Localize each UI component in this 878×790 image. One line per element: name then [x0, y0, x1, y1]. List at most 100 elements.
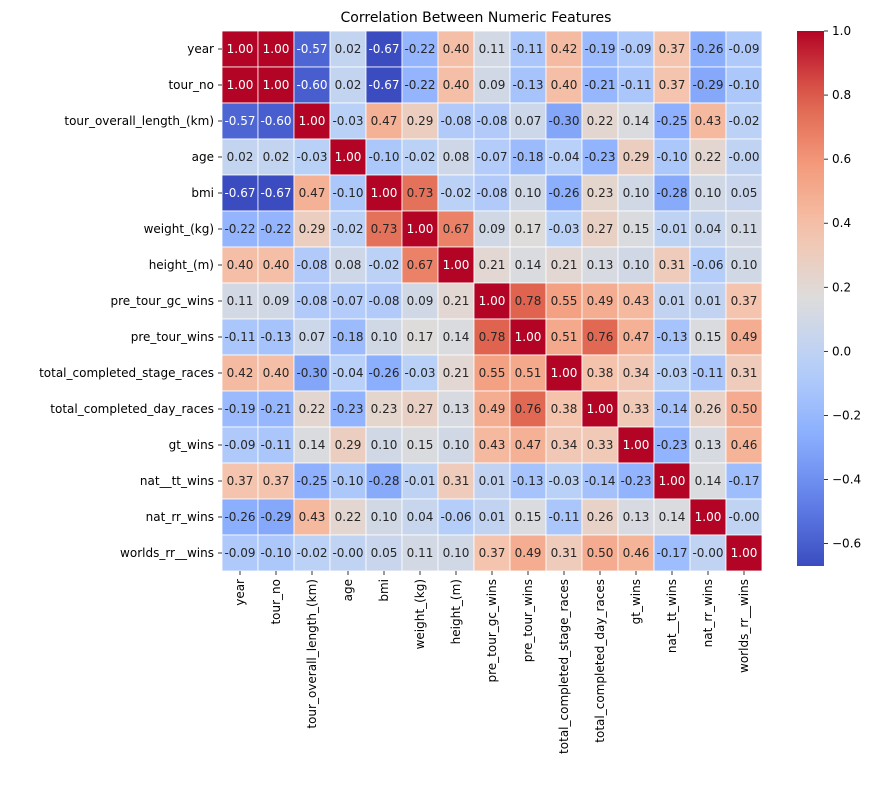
- cell-value-label: -0.26: [548, 186, 579, 200]
- heatmap-cell: [437, 246, 475, 284]
- heatmap-cell: [581, 534, 619, 572]
- cell-value-label: 0.22: [335, 510, 362, 524]
- cell-value-label: 1.00: [227, 42, 254, 56]
- heatmap-cell: [725, 210, 763, 248]
- heatmap-cell: [725, 426, 763, 464]
- cell-value-label: -0.06: [692, 258, 723, 272]
- colorbar-tick-label: 0.2: [832, 280, 851, 294]
- cell-value-label: 0.11: [407, 546, 434, 560]
- cell-value-label: -0.22: [404, 42, 435, 56]
- heatmap-cell: [401, 246, 439, 284]
- cell-value-label: 0.37: [227, 474, 254, 488]
- cell-value-label: 0.40: [227, 258, 254, 272]
- heatmap-cell: [221, 30, 259, 68]
- cell-value-label: -0.67: [224, 186, 255, 200]
- cell-value-label: 0.37: [479, 546, 506, 560]
- chart-title: Correlation Between Numeric Features: [341, 10, 612, 26]
- column-label: total_completed_day_races: [593, 579, 607, 743]
- cell-value-label: 0.09: [407, 294, 434, 308]
- cell-value-label: -0.23: [656, 438, 687, 452]
- cell-value-label: 0.31: [731, 366, 758, 380]
- heatmap-cell: [509, 246, 547, 284]
- cell-value-label: 0.50: [587, 546, 614, 560]
- cell-value-label: -0.26: [368, 366, 399, 380]
- heatmap-cell: [653, 210, 691, 248]
- cell-value-label: 0.02: [335, 78, 362, 92]
- cell-value-label: 0.50: [731, 402, 758, 416]
- cell-value-label: -0.21: [584, 78, 615, 92]
- cell-value-label: 0.22: [299, 402, 326, 416]
- heatmap-cell: [221, 534, 259, 572]
- cell-value-label: 0.37: [731, 294, 758, 308]
- cell-value-label: -0.67: [260, 186, 291, 200]
- heatmap-cell: [437, 318, 475, 356]
- cell-value-label: 0.13: [695, 438, 722, 452]
- row-label: age: [192, 150, 214, 164]
- cell-value-label: -0.18: [332, 330, 363, 344]
- cell-value-label: 1.00: [731, 546, 758, 560]
- cell-value-label: 0.22: [587, 114, 614, 128]
- cell-value-label: -0.22: [404, 78, 435, 92]
- cell-value-label: 0.40: [263, 258, 290, 272]
- cell-value-label: 0.49: [731, 330, 758, 344]
- cell-value-label: 0.67: [407, 258, 434, 272]
- colorbar: −0.6 −0.4 −0.2 0.0 0.2 0.4 0.6 0.8 1.0: [797, 24, 861, 566]
- heatmap-cell: [293, 282, 331, 320]
- colorbar-tick-label: −0.2: [832, 408, 861, 422]
- cell-value-label: -0.02: [728, 114, 759, 128]
- cell-value-label: -0.07: [332, 294, 363, 308]
- cell-value-label: 0.33: [623, 402, 650, 416]
- cell-value-label: -0.30: [296, 366, 327, 380]
- column-label: tour_overall_length_(km): [305, 579, 319, 729]
- cell-value-label: -0.23: [332, 402, 363, 416]
- heatmap-cell: [509, 210, 547, 248]
- heatmap-cell: [293, 138, 331, 176]
- cell-value-label: 0.42: [227, 366, 254, 380]
- cell-value-label: 1.00: [335, 150, 362, 164]
- heatmap-cell: [545, 354, 583, 392]
- cell-value-label: 0.37: [659, 78, 686, 92]
- heatmap-cell: [689, 462, 727, 500]
- cell-value-label: 0.55: [551, 294, 578, 308]
- heatmap-cell: [617, 30, 655, 68]
- heatmap-cell: [401, 174, 439, 212]
- heatmap-cell: [401, 210, 439, 248]
- row-label: worlds_rr__wins: [120, 546, 214, 560]
- cell-value-label: 0.10: [623, 186, 650, 200]
- heatmap-cell: [653, 282, 691, 320]
- heatmap-cell: [257, 498, 295, 536]
- heatmap-cell: [473, 174, 511, 212]
- cell-value-label: 0.47: [299, 186, 326, 200]
- cell-value-label: 0.21: [551, 258, 578, 272]
- cell-value-label: 0.05: [731, 186, 758, 200]
- heatmap-cell: [437, 498, 475, 536]
- heatmap-cell: [617, 174, 655, 212]
- heatmap-cell: [509, 102, 547, 140]
- cell-value-label: 1.00: [263, 42, 290, 56]
- cell-value-label: 1.00: [407, 222, 434, 236]
- heatmap-cell: [473, 30, 511, 68]
- heatmap-cell: [545, 138, 583, 176]
- heatmap-cell: [725, 246, 763, 284]
- cell-value-label: 0.46: [731, 438, 758, 452]
- row-label: pre_tour_gc_wins: [111, 294, 214, 308]
- heatmap-cell: [689, 30, 727, 68]
- cell-value-label: -0.02: [296, 546, 327, 560]
- heatmap-cell: [509, 138, 547, 176]
- heatmap-cell: [221, 138, 259, 176]
- heatmap-cell: [653, 498, 691, 536]
- heatmap-cell: [581, 426, 619, 464]
- heatmap-cell: [437, 66, 475, 104]
- heatmap-cell: [545, 210, 583, 248]
- heatmap-cell: [689, 282, 727, 320]
- heatmap-cell: [725, 498, 763, 536]
- heatmap-cell: [257, 66, 295, 104]
- cell-value-label: 0.40: [443, 42, 470, 56]
- heatmap-cell: [293, 210, 331, 248]
- cell-value-label: 0.78: [515, 294, 542, 308]
- heatmap-cell: [725, 390, 763, 428]
- row-label: height_(m): [149, 258, 214, 272]
- cell-value-label: -0.08: [368, 294, 399, 308]
- cell-value-label: 0.15: [623, 222, 650, 236]
- cell-value-label: 1.00: [695, 510, 722, 524]
